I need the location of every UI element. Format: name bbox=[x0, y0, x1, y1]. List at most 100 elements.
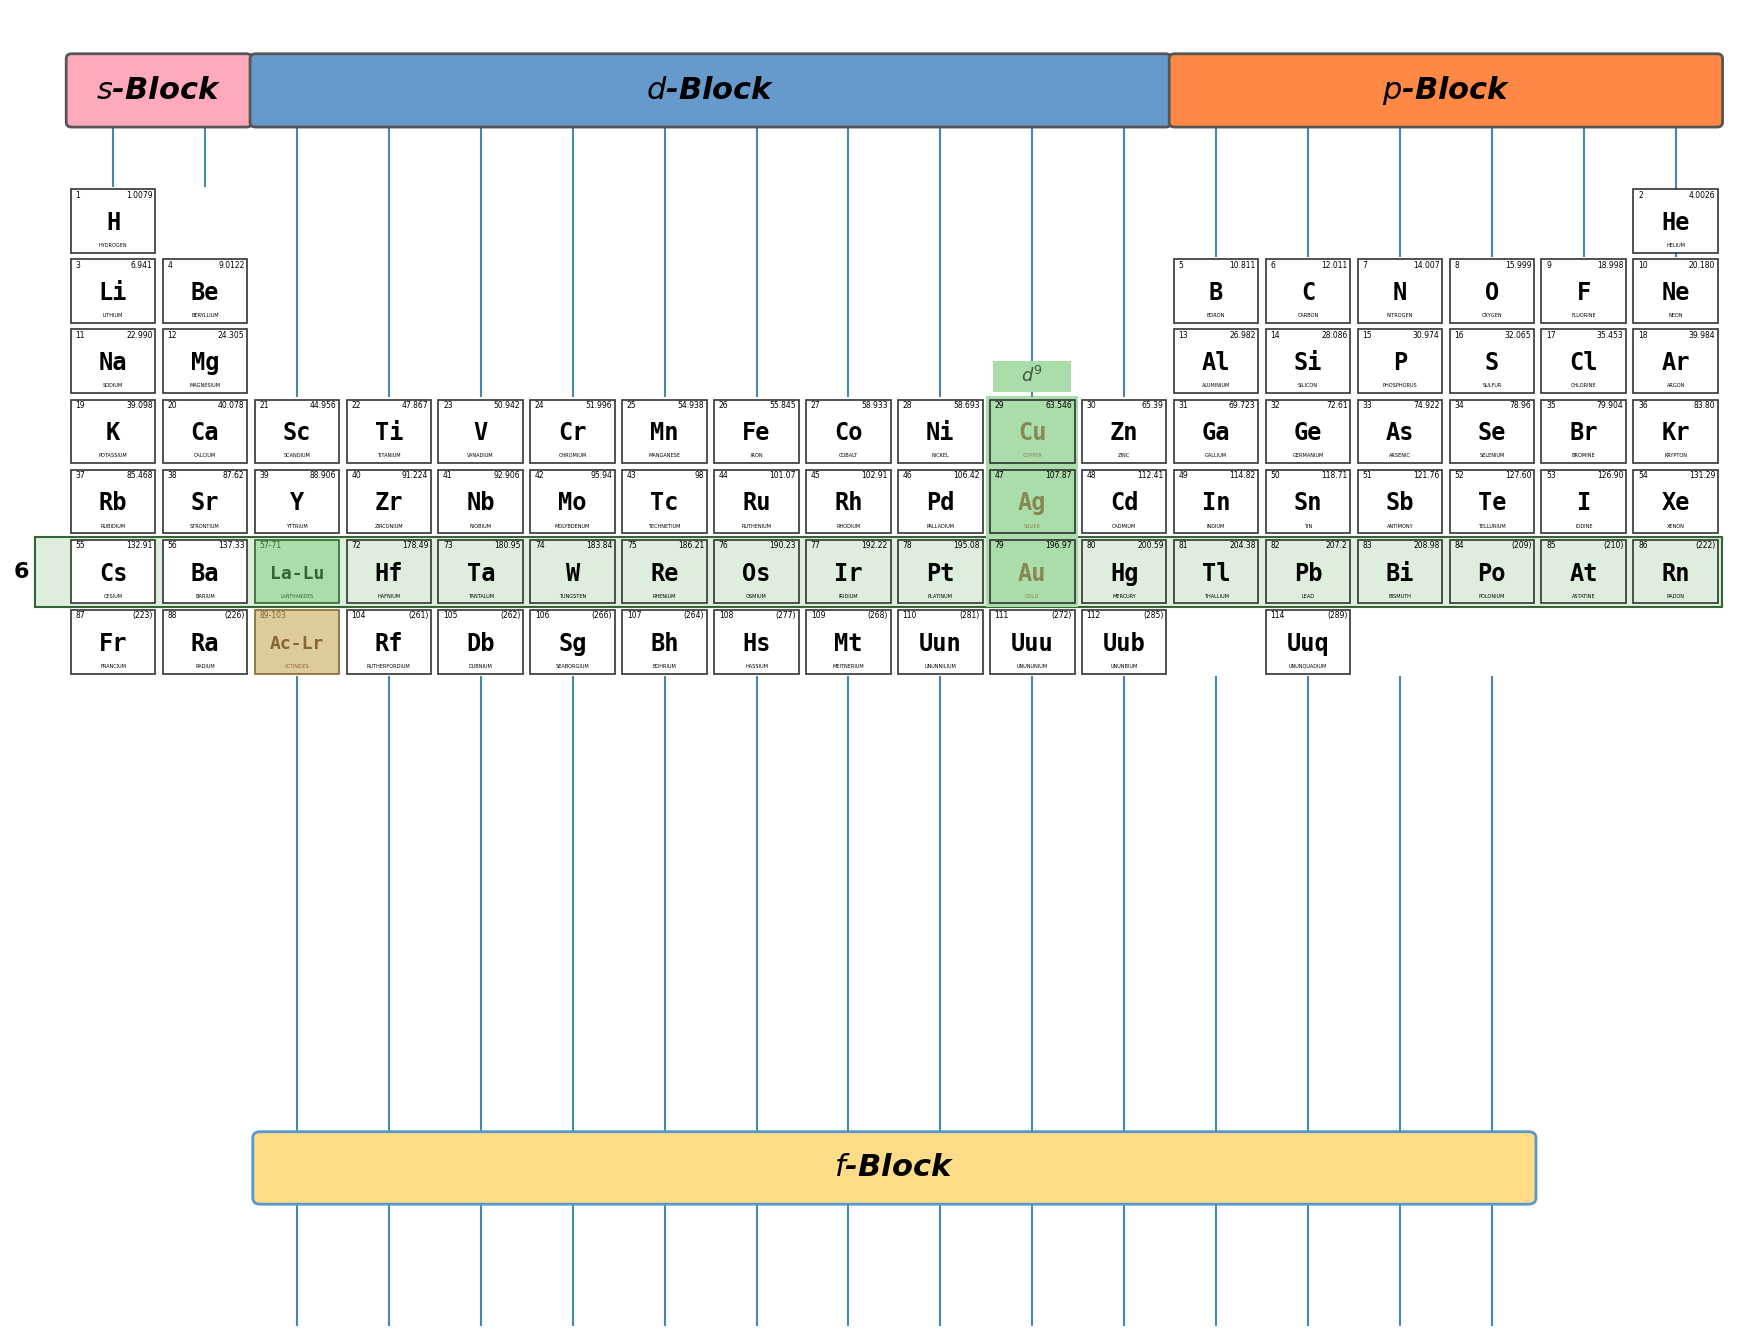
Text: TIN: TIN bbox=[1303, 524, 1312, 528]
Bar bbox=[531, 469, 615, 534]
Text: Pt: Pt bbox=[927, 562, 955, 586]
Text: Mo: Mo bbox=[559, 492, 587, 515]
Bar bbox=[899, 540, 983, 603]
Text: 18.998: 18.998 bbox=[1596, 261, 1624, 270]
Text: 42: 42 bbox=[534, 472, 545, 480]
Text: 78.96: 78.96 bbox=[1510, 401, 1531, 410]
Text: 82: 82 bbox=[1270, 542, 1279, 550]
Text: Be: Be bbox=[191, 281, 219, 305]
Text: (277): (277) bbox=[776, 612, 795, 621]
Text: NIOBIUM: NIOBIUM bbox=[470, 524, 492, 528]
Text: Ta: Ta bbox=[466, 562, 496, 586]
Text: Cu: Cu bbox=[1018, 421, 1046, 445]
Text: 121.76: 121.76 bbox=[1414, 472, 1440, 480]
Text: TUNGSTEN: TUNGSTEN bbox=[559, 594, 587, 598]
Text: Mg: Mg bbox=[191, 351, 219, 375]
Text: 12.011: 12.011 bbox=[1321, 261, 1347, 270]
Text: 14: 14 bbox=[1270, 331, 1281, 340]
Text: 51: 51 bbox=[1363, 472, 1372, 480]
Text: I: I bbox=[1577, 492, 1591, 515]
Text: RADIUM: RADIUM bbox=[194, 664, 215, 669]
Bar bbox=[1449, 540, 1535, 603]
Text: ZINC: ZINC bbox=[1118, 453, 1130, 458]
Text: 98: 98 bbox=[694, 472, 704, 480]
Bar bbox=[993, 362, 1070, 391]
Bar bbox=[347, 540, 431, 603]
Text: CALCIUM: CALCIUM bbox=[194, 453, 215, 458]
Text: 91.224: 91.224 bbox=[401, 472, 427, 480]
Text: 77: 77 bbox=[811, 542, 820, 550]
Text: 106.42: 106.42 bbox=[953, 472, 979, 480]
Text: (272): (272) bbox=[1051, 612, 1072, 621]
Text: 89-103: 89-103 bbox=[259, 612, 286, 621]
Text: 85.468: 85.468 bbox=[126, 472, 152, 480]
Text: B: B bbox=[1209, 281, 1223, 305]
Bar bbox=[254, 610, 340, 673]
Text: 9: 9 bbox=[1545, 261, 1551, 270]
Text: Os: Os bbox=[743, 562, 771, 586]
Text: 131.29: 131.29 bbox=[1689, 472, 1715, 480]
Text: Ru: Ru bbox=[743, 492, 771, 515]
Text: 44.956: 44.956 bbox=[310, 401, 336, 410]
Text: 58.933: 58.933 bbox=[862, 401, 888, 410]
Bar bbox=[1633, 190, 1719, 253]
Text: RADON: RADON bbox=[1666, 594, 1685, 598]
Text: SILICON: SILICON bbox=[1298, 383, 1318, 388]
Text: 47: 47 bbox=[995, 472, 1004, 480]
Text: IRON: IRON bbox=[750, 453, 762, 458]
Bar bbox=[163, 399, 247, 464]
Text: Ne: Ne bbox=[1661, 281, 1691, 305]
Text: 36: 36 bbox=[1638, 401, 1647, 410]
Text: Ge: Ge bbox=[1293, 421, 1323, 445]
Text: 83: 83 bbox=[1363, 542, 1372, 550]
FancyBboxPatch shape bbox=[251, 54, 1170, 128]
Text: (209): (209) bbox=[1510, 542, 1531, 550]
Text: Ar: Ar bbox=[1661, 351, 1691, 375]
Bar bbox=[347, 610, 431, 673]
Text: LANTHANIDES: LANTHANIDES bbox=[280, 594, 314, 598]
Text: N: N bbox=[1393, 281, 1407, 305]
Text: BERYLLIUM: BERYLLIUM bbox=[191, 313, 219, 319]
Bar bbox=[438, 399, 524, 464]
Text: 40: 40 bbox=[350, 472, 361, 480]
Bar bbox=[254, 399, 340, 464]
Text: 192.22: 192.22 bbox=[862, 542, 888, 550]
Text: STRONTIUM: STRONTIUM bbox=[191, 524, 219, 528]
Bar bbox=[531, 610, 615, 673]
Text: TANTALUM: TANTALUM bbox=[468, 594, 494, 598]
Text: Hs: Hs bbox=[743, 632, 771, 656]
Text: 6.941: 6.941 bbox=[131, 261, 152, 270]
Text: SELENIUM: SELENIUM bbox=[1479, 453, 1505, 458]
Text: 55: 55 bbox=[75, 542, 86, 550]
Text: Tl: Tl bbox=[1202, 562, 1230, 586]
Text: 9.0122: 9.0122 bbox=[219, 261, 245, 270]
Text: (266): (266) bbox=[592, 612, 611, 621]
Text: GERMANIUM: GERMANIUM bbox=[1293, 453, 1325, 458]
Text: GALLIUM: GALLIUM bbox=[1205, 453, 1226, 458]
Text: 102.91: 102.91 bbox=[862, 472, 888, 480]
Text: 49: 49 bbox=[1179, 472, 1188, 480]
Bar bbox=[1449, 329, 1535, 394]
Text: GOLD: GOLD bbox=[1025, 594, 1039, 598]
Bar bbox=[254, 469, 340, 534]
Text: Xe: Xe bbox=[1661, 492, 1691, 515]
Text: SULFUR: SULFUR bbox=[1482, 383, 1501, 388]
Text: 10.811: 10.811 bbox=[1230, 261, 1256, 270]
Text: F: F bbox=[1577, 281, 1591, 305]
Text: 33: 33 bbox=[1363, 401, 1372, 410]
Text: 79: 79 bbox=[995, 542, 1004, 550]
Bar bbox=[1358, 259, 1442, 323]
Text: RHODIUM: RHODIUM bbox=[836, 524, 860, 528]
Text: BORON: BORON bbox=[1207, 313, 1225, 319]
Text: 24: 24 bbox=[534, 401, 545, 410]
Text: NEON: NEON bbox=[1668, 313, 1684, 319]
Bar bbox=[163, 259, 247, 323]
Text: 54: 54 bbox=[1638, 472, 1647, 480]
Bar bbox=[347, 399, 431, 464]
Text: Hg: Hg bbox=[1111, 562, 1139, 586]
Text: Cl: Cl bbox=[1570, 351, 1598, 375]
Text: 1.0079: 1.0079 bbox=[126, 191, 152, 200]
Text: 4.0026: 4.0026 bbox=[1689, 191, 1715, 200]
Text: UNUNNILIUM: UNUNNILIUM bbox=[925, 664, 957, 669]
Text: CADMIUM: CADMIUM bbox=[1113, 524, 1137, 528]
